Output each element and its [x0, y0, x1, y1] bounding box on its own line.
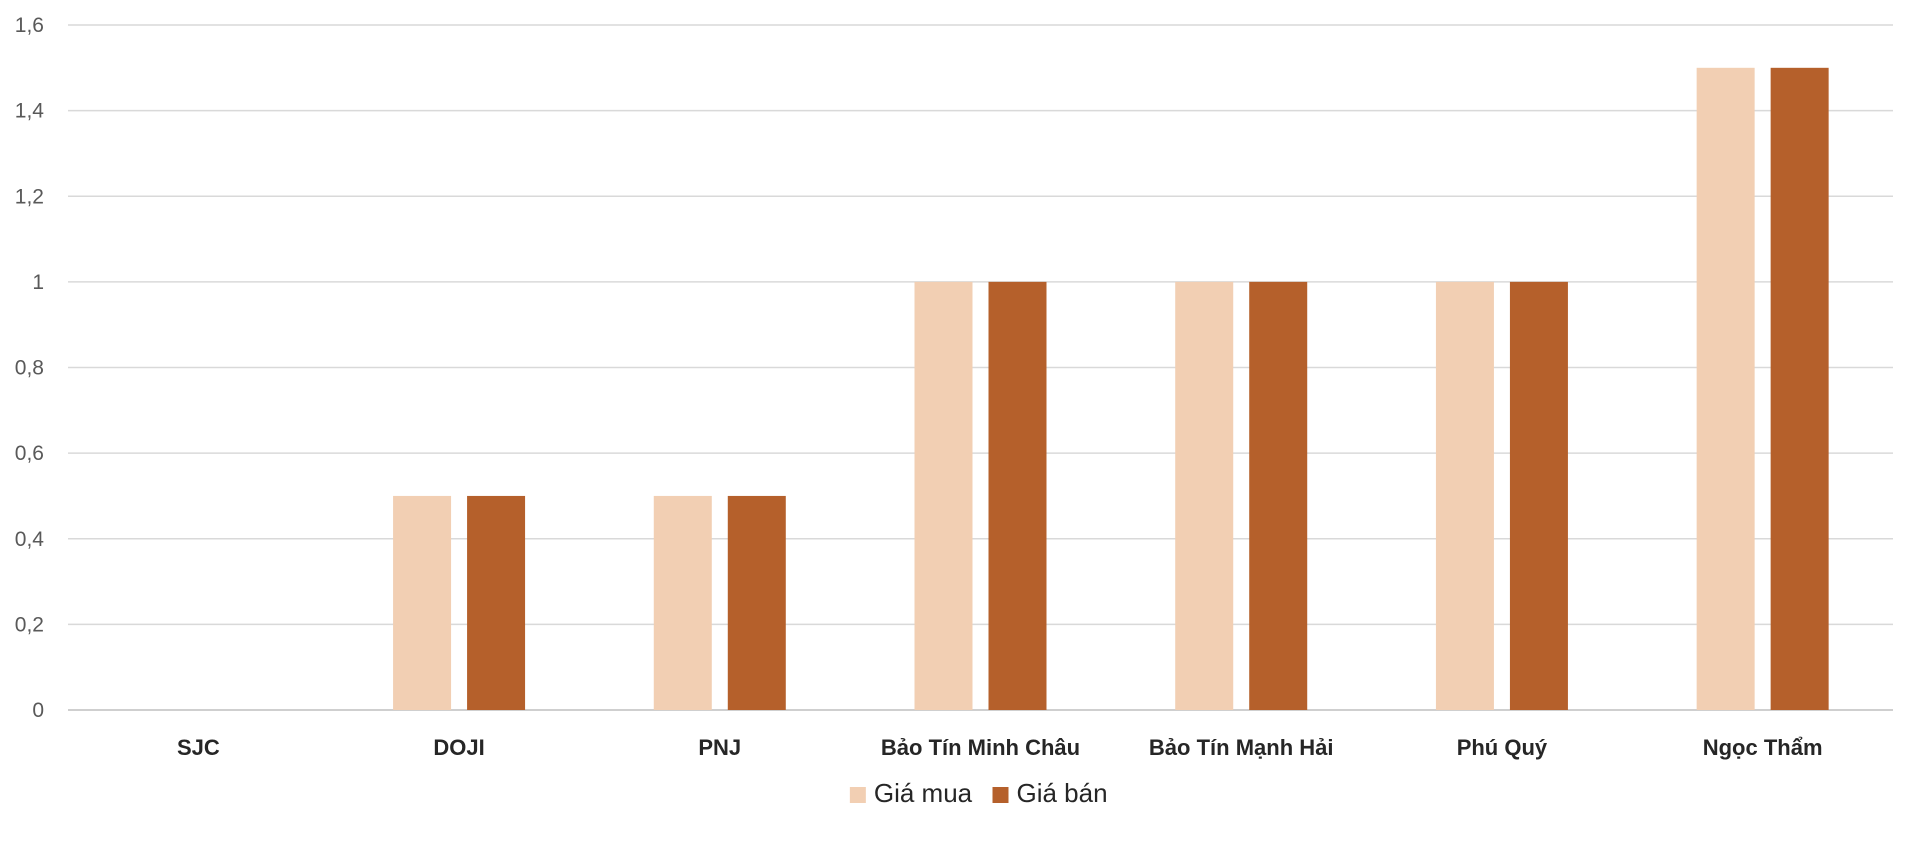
y-tick-label: 0,4	[15, 528, 45, 551]
bar-giá-bán-5	[1509, 281, 1568, 710]
legend-label: Giá bán	[1017, 778, 1108, 808]
y-axis-ticks: 0 0,2 0,4 0,6 0,8 1 1,2 1,4 1,6	[15, 14, 45, 722]
legend-swatch-0	[849, 787, 866, 803]
y-tick-label: 1,4	[15, 100, 45, 123]
y-tick-label: 1,6	[15, 14, 44, 37]
x-tick-label: Bảo Tín Mạnh Hải	[1149, 735, 1334, 760]
y-tick-label: 0,8	[15, 357, 44, 380]
bar-giá-mua-3	[914, 281, 973, 710]
y-tick-label: 0	[32, 699, 44, 722]
legend-swatch-1	[992, 787, 1009, 803]
x-tick-label: Ngọc Thẩm	[1703, 735, 1823, 760]
y-tick-label: 1,2	[15, 185, 44, 208]
bar-giá-bán-1	[467, 495, 526, 710]
y-tick-label: 1	[32, 271, 44, 294]
x-tick-label: SJC	[177, 735, 220, 760]
bar-giá-mua-5	[1435, 281, 1494, 710]
x-axis-ticks: SJC DOJI PNJ Bảo Tín Minh Châu Bảo Tín Mạnh …	[177, 735, 1823, 760]
legend: Giá mua Giá bán	[849, 778, 1108, 808]
y-tick-label: 0,2	[15, 613, 44, 636]
y-tick-label: 0,6	[15, 442, 44, 465]
x-tick-label: Bảo Tín Minh Châu	[881, 735, 1080, 760]
x-tick-label: DOJI	[433, 735, 484, 760]
bar-giá-mua-1	[393, 495, 452, 710]
bar-giá-bán-6	[1770, 67, 1829, 710]
bar-giá-mua-2	[653, 495, 712, 710]
bar-giá-bán-2	[727, 495, 786, 710]
x-tick-label: PNJ	[698, 735, 741, 760]
gridlines	[68, 24, 1893, 711]
bar-giá-mua-6	[1696, 67, 1755, 710]
legend-label: Giá mua	[874, 778, 973, 808]
bars	[393, 67, 1829, 710]
bar-giá-mua-4	[1175, 281, 1234, 710]
bar-giá-bán-3	[988, 281, 1047, 710]
bar-giá-bán-4	[1249, 281, 1308, 710]
x-tick-label: Phú Quý	[1457, 735, 1548, 760]
